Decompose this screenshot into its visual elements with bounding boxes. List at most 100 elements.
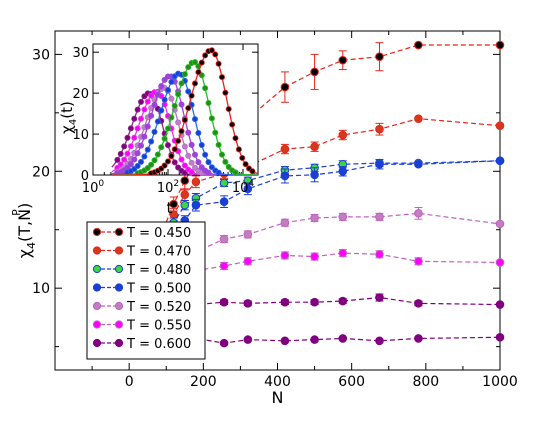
series-extra-0-point xyxy=(338,334,348,343)
inset-x-axis-label: t xyxy=(167,199,173,217)
series-3-point xyxy=(375,159,384,169)
inset-chart: 0 10 20 30 100 102 104 t χ4(t) xyxy=(58,43,259,217)
inset-series-point xyxy=(215,141,222,148)
inset-series-point xyxy=(215,60,222,67)
inset-x-tick-label: 104 xyxy=(232,179,255,196)
series-3-point xyxy=(338,166,348,176)
inset-series-point xyxy=(181,143,188,150)
inset-series-point xyxy=(202,85,209,92)
inset-curves xyxy=(111,47,258,175)
series-5-point xyxy=(219,261,229,271)
inset-series-point xyxy=(188,159,195,166)
inset-series-point xyxy=(168,78,175,85)
series-6-point xyxy=(495,300,505,309)
series-1-point xyxy=(280,144,290,154)
inset-series-point xyxy=(208,47,215,54)
inset-series-point xyxy=(185,105,192,112)
series-1-point xyxy=(180,190,190,199)
series-extra-0-point xyxy=(375,336,384,346)
series-extra-0-point xyxy=(495,332,505,342)
inset-series-point xyxy=(148,138,155,145)
series-5-point xyxy=(280,251,290,260)
inset-series-point xyxy=(144,123,151,130)
inset-series-point xyxy=(191,59,198,66)
y-axis-label-superscript: P xyxy=(10,209,23,216)
inset-series-point xyxy=(154,151,161,158)
x-tick-label: 1000 xyxy=(482,374,518,390)
inset-series-point xyxy=(191,80,198,87)
series-extra-0-point xyxy=(219,338,229,348)
inset-series-point xyxy=(215,169,222,175)
inset-series-point xyxy=(158,144,165,151)
series-extra-0-point xyxy=(414,334,423,343)
inset-series-point xyxy=(178,101,185,108)
inset-series-point xyxy=(222,158,229,165)
x-tick-label: 0 xyxy=(125,374,134,390)
inset-series-point xyxy=(195,159,202,166)
inset-series-point xyxy=(212,51,219,58)
inset-y-axis-label: χ4(t) xyxy=(58,101,79,134)
legend-marker xyxy=(92,301,102,311)
inset-series-point xyxy=(185,64,192,71)
inset-series-point xyxy=(178,80,185,87)
inset-series-point xyxy=(121,143,128,150)
series-3-point xyxy=(280,171,290,181)
inset-series-point xyxy=(134,106,141,113)
series-1-point xyxy=(414,114,423,123)
series-1-point xyxy=(191,177,201,187)
inset-series-point xyxy=(181,71,188,78)
inset-series-point xyxy=(131,134,138,141)
inset-series-point xyxy=(181,162,188,169)
inset-y-tick-label: 10 xyxy=(72,128,89,143)
inset-series-point xyxy=(198,59,205,66)
y-axis-label-symbol: χ xyxy=(15,249,34,258)
y-axis-label-args: (T,N) xyxy=(15,203,34,242)
inset-series-point xyxy=(185,129,192,136)
inset-series-point xyxy=(235,146,242,153)
inset-series-point xyxy=(181,117,188,124)
legend-marker xyxy=(92,283,102,292)
inset-series-point xyxy=(185,88,192,95)
x-tick-label: 600 xyxy=(338,374,365,390)
inset-series-point xyxy=(188,92,195,99)
series-3-point xyxy=(414,159,423,169)
legend-marker xyxy=(92,264,102,274)
inset-series-point xyxy=(164,86,171,93)
inset-series-point xyxy=(175,137,182,144)
inset-series-point xyxy=(239,154,246,161)
legend-marker xyxy=(114,301,124,311)
inset-series-point xyxy=(151,157,158,164)
inset-series-point xyxy=(185,152,192,159)
series-4-point xyxy=(414,209,423,218)
inset-series-point xyxy=(175,119,182,126)
inset-series-point xyxy=(117,150,124,157)
inset-series-point xyxy=(151,128,158,135)
series-4-point xyxy=(310,213,319,223)
series-4-point xyxy=(243,230,253,239)
inset-series-point xyxy=(195,129,202,136)
inset-series-point xyxy=(148,161,155,168)
inset-series-point xyxy=(164,142,171,149)
inset-series-point xyxy=(191,151,198,158)
main-axis-labels: N χ4(T,N) P xyxy=(10,203,283,407)
legend-label: T = 0.480 xyxy=(126,263,191,278)
inset-series-point xyxy=(127,143,134,150)
series-6-point xyxy=(280,297,290,307)
legend-label: T = 0.600 xyxy=(126,337,191,352)
inset-series-point xyxy=(124,134,131,141)
inset-series-point xyxy=(137,158,144,165)
legend-marker xyxy=(92,227,102,237)
x-tick-label: 400 xyxy=(264,374,291,390)
inset-y-tick-label: 0 xyxy=(81,169,89,184)
inset-series-point xyxy=(127,125,134,132)
inset-series-point xyxy=(171,159,178,166)
inset-series-point xyxy=(131,156,138,163)
inset-series-point xyxy=(168,114,175,121)
series-3-point xyxy=(310,170,319,180)
inset-series-point xyxy=(212,129,219,136)
inset-series-point xyxy=(191,116,198,123)
inset-series-point xyxy=(208,115,215,122)
series-5-point xyxy=(338,248,348,258)
inset-series-point xyxy=(124,150,131,157)
legend-marker xyxy=(92,246,102,255)
